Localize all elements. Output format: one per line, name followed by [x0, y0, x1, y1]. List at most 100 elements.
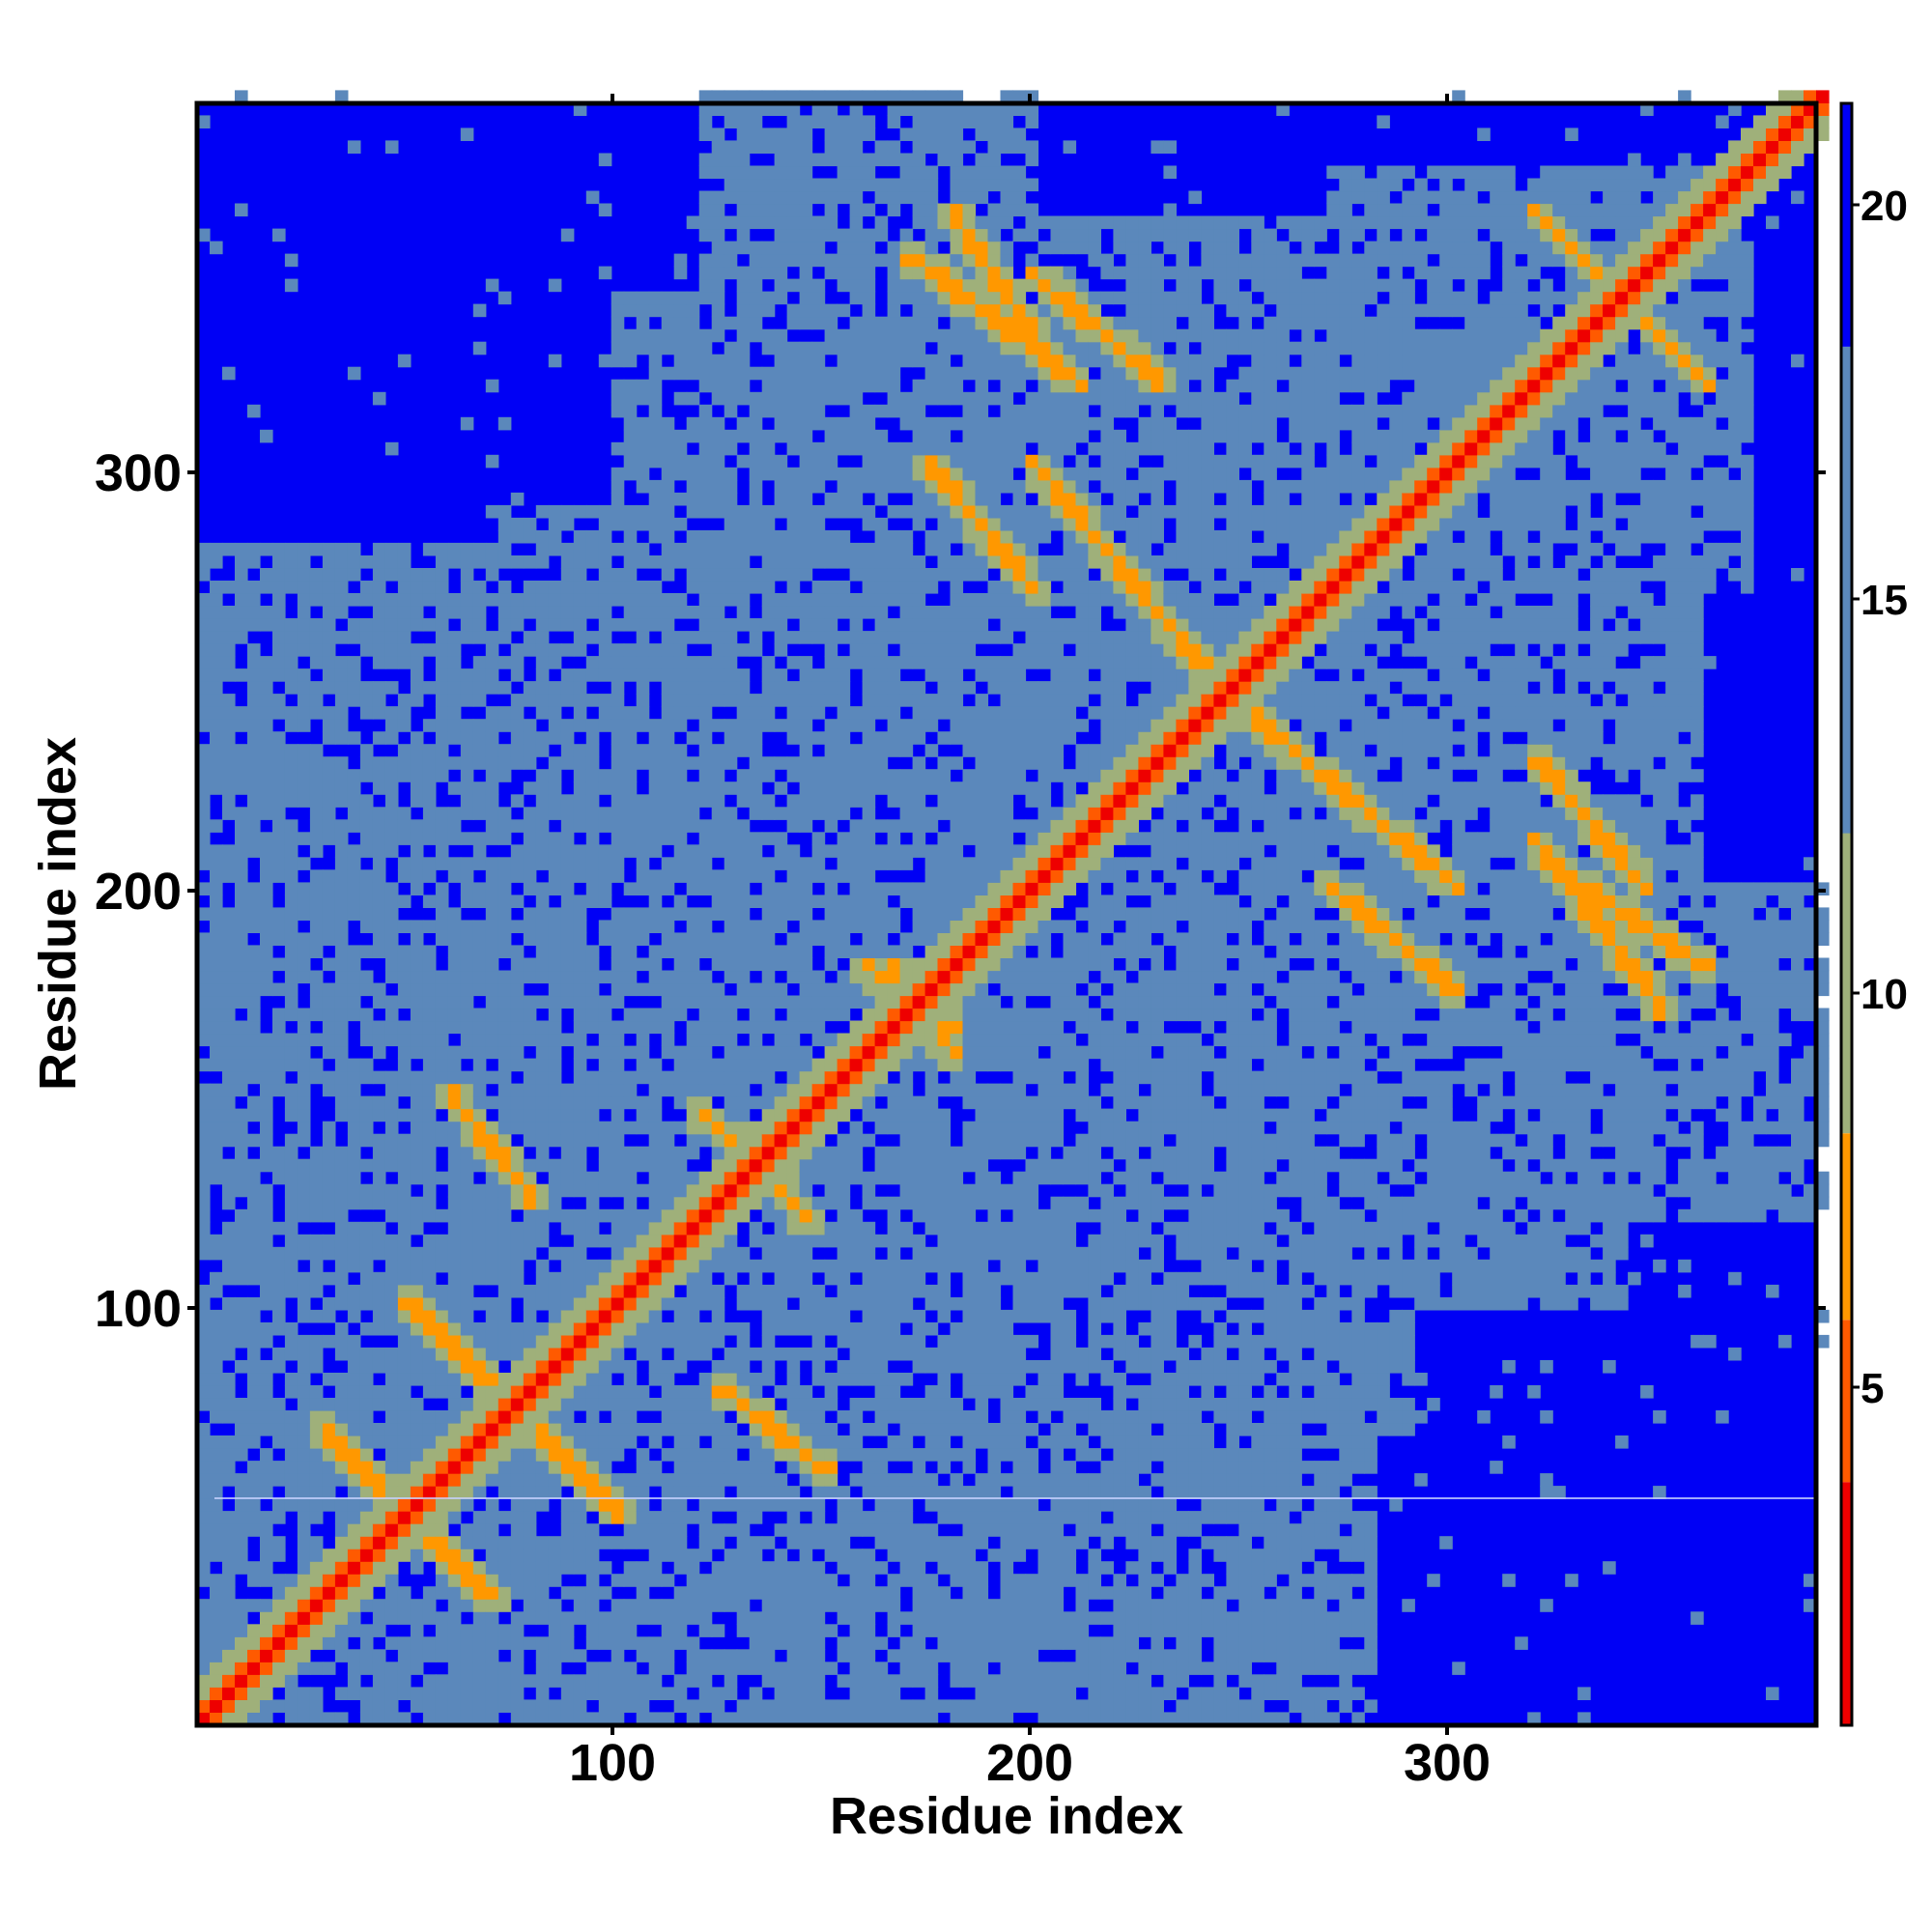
heatmap-cell [862, 1183, 876, 1198]
heatmap-cell [510, 869, 525, 883]
heatmap-cell [247, 945, 261, 958]
heatmap-cell [636, 517, 650, 531]
heatmap-cell [623, 819, 638, 833]
heatmap-cell [247, 1649, 261, 1662]
heatmap-cell [736, 140, 751, 154]
heatmap-cell [322, 982, 336, 997]
heatmap-cell [560, 568, 575, 582]
heatmap-cell [422, 920, 437, 933]
heatmap-cell [623, 1662, 638, 1675]
heatmap-cell [811, 706, 826, 720]
heatmap-cell [648, 1373, 663, 1386]
heatmap-cell [711, 819, 725, 833]
heatmap-cell [736, 1045, 751, 1060]
heatmap-cell [824, 328, 838, 343]
heatmap-cell [260, 1536, 273, 1549]
heatmap-cell [309, 932, 324, 946]
heatmap-cell [824, 316, 838, 330]
heatmap-cell [686, 668, 700, 682]
heatmap-cell [384, 1410, 399, 1424]
heatmap-cell [862, 593, 876, 607]
heatmap-cell [837, 391, 851, 406]
heatmap-cell [611, 1020, 625, 1035]
heatmap-cell [397, 1321, 412, 1336]
heatmap-cell [235, 1398, 248, 1411]
heatmap-cell [247, 731, 261, 745]
heatmap-cell [786, 1523, 801, 1537]
heatmap-cell [359, 945, 374, 958]
heatmap-cell [611, 1410, 625, 1424]
heatmap-cell [874, 153, 889, 167]
heatmap-cell [774, 1574, 788, 1587]
heatmap-cell [297, 1108, 311, 1122]
heatmap-cell [247, 1662, 261, 1675]
heatmap-cell [686, 907, 700, 921]
heatmap-cell [548, 869, 562, 883]
heatmap-cell [749, 1095, 763, 1110]
heatmap-cell [636, 504, 650, 519]
heatmap-cell [235, 1271, 248, 1286]
heatmap-cell [372, 1435, 386, 1449]
heatmap-cell [460, 593, 474, 607]
heatmap-cell [235, 1246, 248, 1261]
heatmap-cell [510, 1146, 525, 1160]
heatmap-cell [472, 341, 487, 355]
heatmap-cell [799, 341, 813, 355]
heatmap-cell [799, 1699, 813, 1713]
heatmap-cell [523, 781, 537, 795]
heatmap-cell [548, 756, 562, 770]
heatmap-cell [397, 1133, 412, 1148]
heatmap-cell [447, 1360, 462, 1374]
heatmap-cell [435, 1095, 449, 1110]
heatmap-cell [724, 681, 738, 695]
heatmap-cell [523, 631, 537, 644]
heatmap-cell [686, 857, 700, 870]
heatmap-cell [711, 957, 725, 972]
heatmap-cell [272, 781, 286, 795]
heatmap-cell [862, 1423, 876, 1436]
heatmap-cell [874, 379, 889, 393]
heatmap-cell [786, 1373, 801, 1386]
heatmap-cell [874, 404, 889, 418]
heatmap-cell [585, 1083, 600, 1097]
heatmap-cell [560, 643, 575, 657]
heatmap-cell [260, 656, 273, 669]
heatmap-cell [749, 253, 763, 268]
heatmap-cell [648, 618, 663, 632]
heatmap-cell [372, 1561, 386, 1575]
heatmap-cell [824, 1586, 838, 1600]
heatmap-cell [598, 844, 612, 858]
heatmap-cell [272, 932, 286, 946]
heatmap-cell [862, 907, 876, 921]
heatmap-cell [410, 1171, 424, 1185]
heatmap-cell [862, 1108, 876, 1122]
heatmap-cell [197, 1334, 211, 1349]
heatmap-cell [761, 832, 776, 845]
heatmap-cell [824, 1033, 838, 1047]
heatmap-cell [222, 643, 236, 657]
heatmap-cell [585, 1020, 600, 1035]
heatmap-cell [849, 1347, 864, 1361]
heatmap-cell [673, 794, 688, 808]
heatmap-cell [422, 1473, 437, 1487]
heatmap-cell [811, 1360, 826, 1374]
heatmap-cell [611, 1360, 625, 1374]
heatmap-cell [648, 1070, 663, 1085]
heatmap-cell [397, 1674, 412, 1688]
heatmap-cell [384, 542, 399, 556]
heatmap-cell [874, 1234, 889, 1248]
heatmap-cell [623, 643, 638, 657]
heatmap-cell [472, 970, 487, 984]
heatmap-cell [736, 920, 751, 933]
heatmap-cell [874, 1561, 889, 1575]
heatmap-cell [811, 1636, 826, 1650]
heatmap-cell [309, 1473, 324, 1487]
heatmap-cell [673, 467, 688, 481]
heatmap-cell [786, 794, 801, 808]
heatmap-cell [761, 694, 776, 707]
heatmap-cell [774, 391, 788, 406]
heatmap-cell [460, 1045, 474, 1060]
heatmap-cell [560, 1309, 575, 1323]
heatmap-cell [661, 429, 675, 443]
heatmap-cell [247, 1674, 261, 1688]
